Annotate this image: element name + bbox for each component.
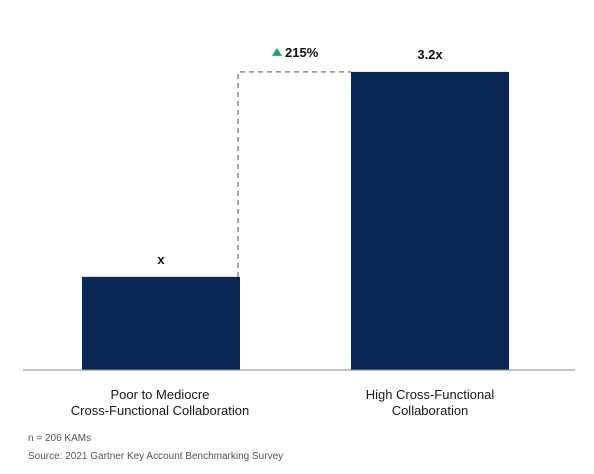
data-label-1: 3.2x [417, 47, 443, 62]
triangle-up-icon [272, 47, 282, 56]
growth-connector-line [237, 71, 351, 277]
plot-area: x 3.2x 215% [82, 45, 509, 370]
category-label-high-collaboration: High Cross-Functional Collaboration [365, 387, 495, 418]
bar-0 [82, 276, 240, 370]
source-note: Source: 2021 Gartner Key Account Benchma… [28, 451, 284, 462]
data-label-0: x [157, 252, 165, 267]
sample-size-note: n = 206 KAMs [28, 433, 92, 444]
bar-1 [351, 71, 509, 370]
growth-annotation-label: 215% [285, 45, 319, 60]
category-label-poor-collaboration: Poor to Mediocre Cross-Functional Collab… [70, 387, 250, 418]
